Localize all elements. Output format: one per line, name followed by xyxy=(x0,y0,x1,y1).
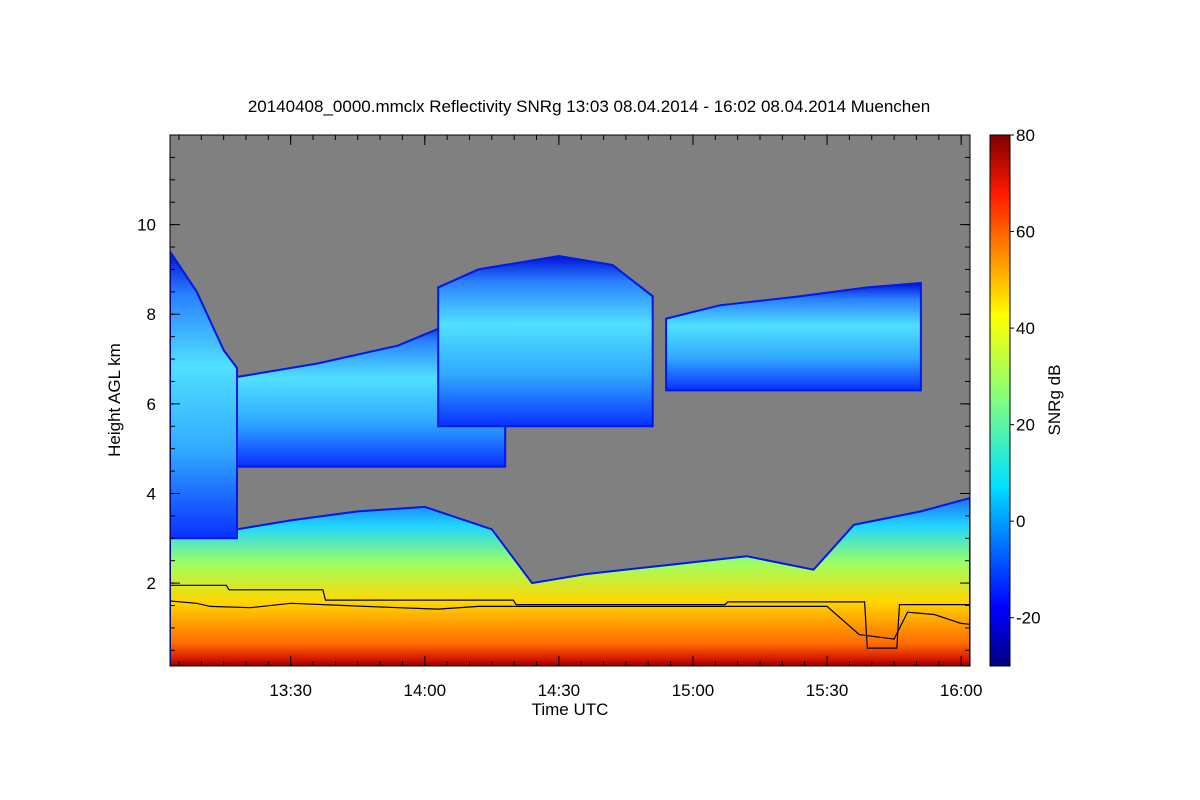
x-axis: 13:30 14:00 14:30 15:00 15:30 16:00 xyxy=(178,135,983,700)
colorbar-tick-label: 40 xyxy=(1016,319,1035,338)
x-tick-label: 14:00 xyxy=(404,681,447,700)
y-axis: 2 4 6 8 10 xyxy=(137,134,970,651)
cloud-base-lines xyxy=(170,584,970,649)
region-low-mid-cloud xyxy=(170,249,238,540)
region-upper-cloud-2 xyxy=(665,281,922,392)
x-tick-label: 13:30 xyxy=(269,681,312,700)
colorbar-tick-label: 60 xyxy=(1016,223,1035,242)
cloud-base-line-2 xyxy=(170,600,970,640)
plot-frame xyxy=(169,134,971,667)
y-axis-label: Height AGL km xyxy=(105,343,124,457)
y-tick-label: 4 xyxy=(147,484,156,503)
region-boundary-layer xyxy=(170,478,970,666)
x-axis-label: Time UTC xyxy=(532,700,609,719)
region-upper-cloud-1 xyxy=(437,254,654,428)
colorbar-ticks: -20 0 20 40 60 80 xyxy=(1010,126,1041,628)
y-tick-label: 2 xyxy=(147,574,156,593)
x-tick-label: 15:00 xyxy=(672,681,715,700)
colorbar-tick-label: -20 xyxy=(1016,609,1041,628)
colorbar-tick-label: 80 xyxy=(1016,126,1035,145)
y-tick-label: 10 xyxy=(137,216,156,235)
y-tick-label: 6 xyxy=(147,395,156,414)
x-tick-label: 15:30 xyxy=(806,681,849,700)
cloud-base-line-1 xyxy=(170,584,970,649)
colorbar-tick-label: 0 xyxy=(1016,512,1025,531)
colorbar-label: SNRg dB xyxy=(1045,365,1064,436)
chart-title: 20140408_0000.mmclx Reflectivity SNRg 13… xyxy=(247,97,931,116)
colorbar xyxy=(989,134,1011,667)
x-tick-label: 14:30 xyxy=(538,681,581,700)
x-tick-label: 16:00 xyxy=(940,681,983,700)
y-tick-label: 8 xyxy=(147,305,156,324)
signal-regions xyxy=(170,249,970,666)
colorbar-tick-label: 20 xyxy=(1016,416,1035,435)
